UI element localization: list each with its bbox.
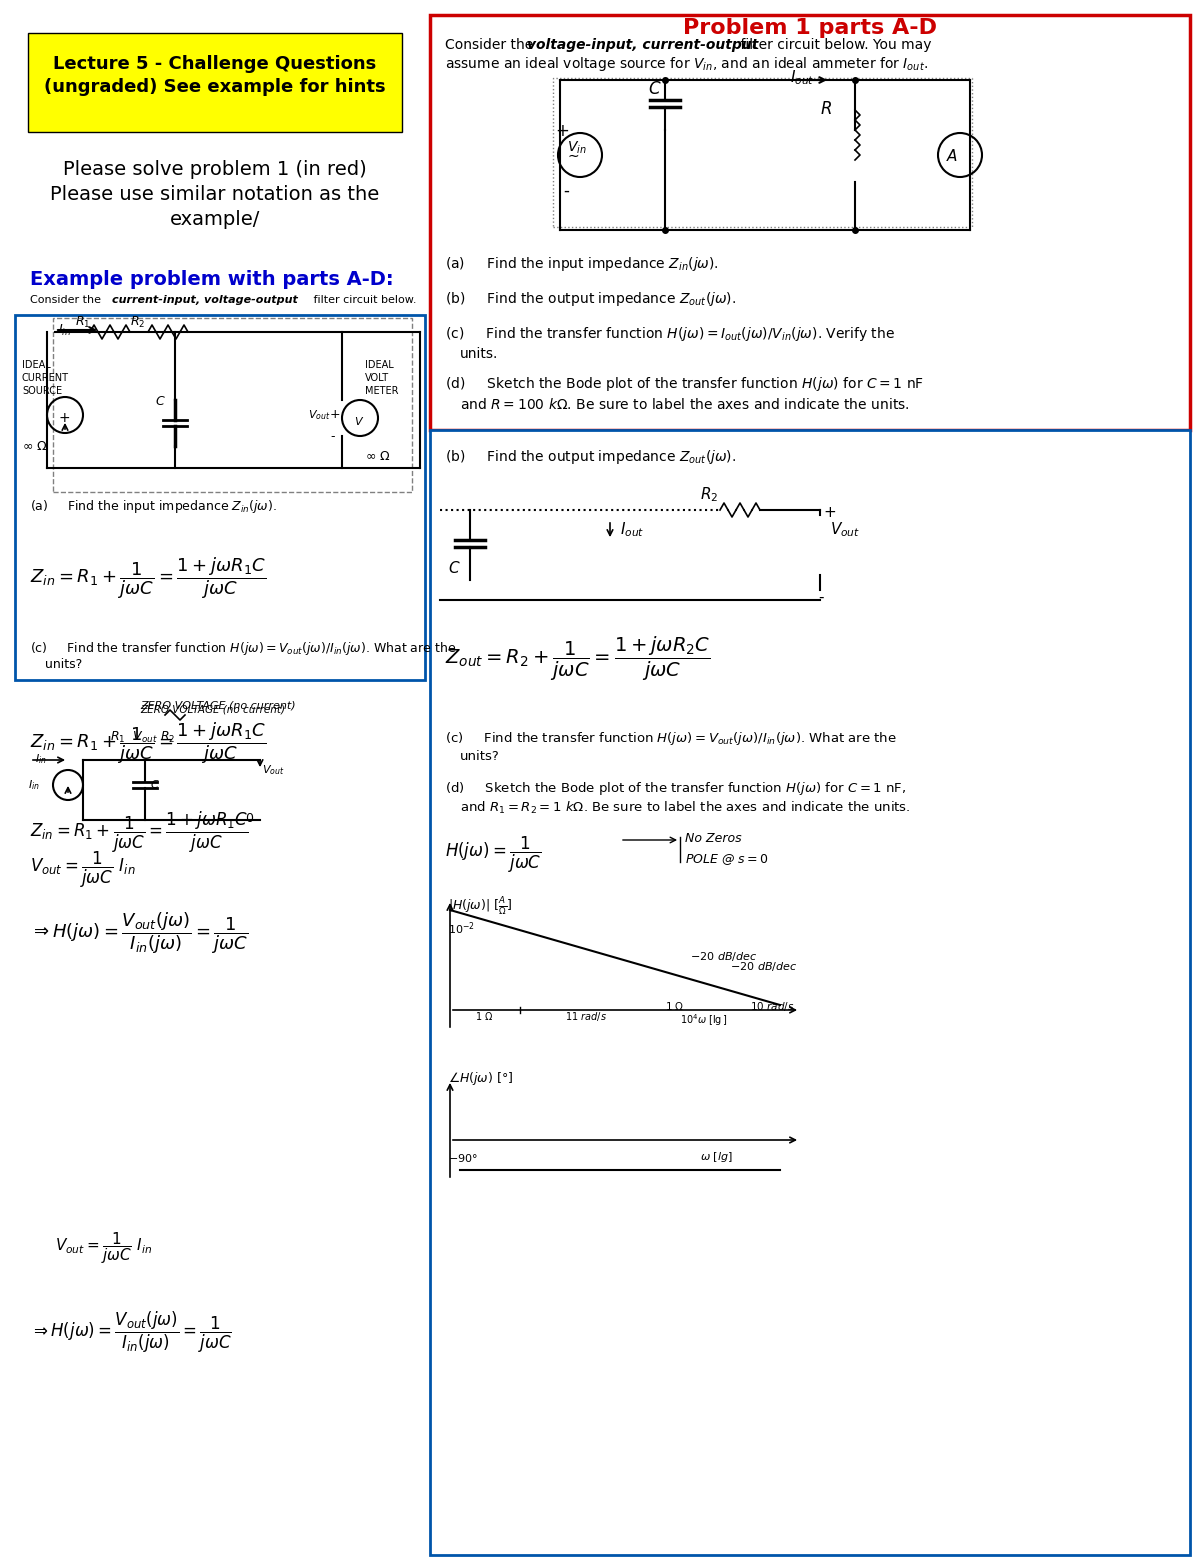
Text: $\omega\ [lg]$: $\omega\ [lg]$ [700,1150,733,1164]
Bar [430,16,1190,429]
Text: (c)     Find the transfer function $H(j\omega) = I_{out}(j\omega) / V_{in}(j\ome: (c) Find the transfer function $H(j\omeg… [445,324,895,343]
Text: filter circuit below. You may: filter circuit below. You may [736,38,931,52]
Text: $C$: $C$ [155,395,166,407]
Text: Consider the: Consider the [445,38,538,52]
Text: $-90°$: $-90°$ [448,1152,478,1164]
Text: $V_{in}$: $V_{in}$ [568,139,587,157]
Text: VOLT: VOLT [365,373,389,382]
Text: $R_2$: $R_2$ [130,315,145,331]
Text: example/: example/ [170,210,260,229]
Text: $R_2$: $R_2$ [700,486,719,503]
Text: and $R_1 = R_2 = 1\ k\Omega$. Be sure to label the axes and indicate the units.: and $R_1 = R_2 = 1\ k\Omega$. Be sure to… [460,801,911,816]
Text: +: + [823,505,835,520]
Text: $V_{out} = \dfrac{1}{j\omega C}\ I_{in}$: $V_{out} = \dfrac{1}{j\omega C}\ I_{in}$ [55,1230,152,1266]
Text: (b)     Find the output impedance $Z_{out}(j\omega)$.: (b) Find the output impedance $Z_{out}(j… [445,448,737,465]
Text: $R_1\ \ V_{out}\ R_2$: $R_1\ \ V_{out}\ R_2$ [110,730,175,744]
Text: $Z_{in} = R_1 + \dfrac{1}{j\omega C} = \dfrac{1 + j\omega R_1 C}{j\omega C}$: $Z_{in} = R_1 + \dfrac{1}{j\omega C} = \… [30,810,248,856]
Text: $\Rightarrow H(j\omega) = \dfrac{V_{out}(j\omega)}{I_{in}(j\omega)} = \dfrac{1}{: $\Rightarrow H(j\omega) = \dfrac{V_{out}… [30,910,248,956]
Text: METER: METER [365,385,398,396]
Text: (a)     Find the input impedance $Z_{in}(j\omega)$.: (a) Find the input impedance $Z_{in}(j\o… [445,255,719,273]
Text: -: - [330,429,335,443]
Text: (b)     Find the output impedance $Z_{out}(j\omega)$.: (b) Find the output impedance $Z_{out}(j… [445,290,737,309]
Text: $H(j\omega) = \dfrac{1}{j\omega C}$: $H(j\omega) = \dfrac{1}{j\omega C}$ [445,835,541,876]
Text: +: + [330,407,341,422]
Text: Please solve problem 1 (in red): Please solve problem 1 (in red) [64,160,367,179]
Text: SOURCE: SOURCE [22,385,62,396]
Text: $V_{out}$: $V_{out}$ [830,520,860,539]
Text: Lecture 5 - Challenge Questions: Lecture 5 - Challenge Questions [53,55,377,74]
Text: (c)     Find the transfer function $H(j\omega) = V_{out}(j\omega) / I_{in}(j\ome: (c) Find the transfer function $H(j\omeg… [30,639,456,657]
Text: $|H(j\omega)|$ [$\frac{A}{\Omega}$]: $|H(j\omega)|$ [$\frac{A}{\Omega}$] [448,895,512,917]
Text: $V_{out}$: $V_{out}$ [308,407,330,422]
Text: CURRENT: CURRENT [22,373,70,382]
Text: $11\ rad/s$: $11\ rad/s$ [565,1011,607,1023]
Text: ZERO VOLTAGE (no current): ZERO VOLTAGE (no current) [140,705,286,715]
Text: $10^{4} \omega$ [$\lg$]: $10^{4} \omega$ [$\lg$] [680,1012,727,1028]
Text: units?: units? [460,751,499,763]
Text: -: - [818,591,823,605]
Text: $V$: $V$ [354,415,364,426]
Text: (c)     Find the transfer function $H(j\omega) = V_{out}(j\omega) / I_{in}(j\ome: (c) Find the transfer function $H(j\omeg… [445,730,896,747]
Text: $1\ \Omega$: $1\ \Omega$ [475,1011,493,1022]
Text: (d)     Sketch the Bode plot of the transfer function $H(j\omega)$ for $C = 1$ n: (d) Sketch the Bode plot of the transfer… [445,780,906,798]
Text: $I_{in}$: $I_{in}$ [28,777,40,791]
Bar [430,429,1190,1554]
Text: ZERO VOLTAGE (no current): ZERO VOLTAGE (no current) [140,700,295,710]
Text: $10\ rad/s$: $10\ rad/s$ [750,1000,794,1012]
Text: filter circuit below.: filter circuit below. [310,295,416,306]
Text: Problem 1 parts A-D: Problem 1 parts A-D [683,17,937,38]
FancyBboxPatch shape [28,33,402,132]
Text: +: + [58,411,70,425]
Text: and $R = 100\ k\Omega$. Be sure to label the axes and indicate the units.: and $R = 100\ k\Omega$. Be sure to label… [460,396,910,412]
Text: $I_{in}$: $I_{in}$ [58,323,71,338]
Text: assume an ideal voltage source for $V_{in}$, and an ideal ammeter for $I_{out}$.: assume an ideal voltage source for $V_{i… [445,55,928,74]
Text: units?: units? [46,658,83,671]
Text: POLE @ $s = 0$: POLE @ $s = 0$ [685,852,769,867]
Text: $Z_{in} = R_1 + \dfrac{1}{j\omega C} = \dfrac{1 + j\omega R_1 C}{j\omega C}$: $Z_{in} = R_1 + \dfrac{1}{j\omega C} = \… [30,719,266,766]
FancyBboxPatch shape [553,78,972,227]
Text: 0: 0 [245,812,253,824]
Text: -: - [563,182,569,201]
Text: (a)     Find the input impedance $Z_{in}(j\omega)$.: (a) Find the input impedance $Z_{in}(j\o… [30,498,277,516]
Text: $C$: $C$ [448,559,461,577]
Text: $I_{in}$: $I_{in}$ [35,752,47,766]
Text: $C$: $C$ [150,777,160,790]
Text: $R_1$: $R_1$ [74,315,90,331]
Text: $\sim$: $\sim$ [564,147,580,161]
Text: IDEAL: IDEAL [22,360,50,370]
Text: current-input, voltage-output: current-input, voltage-output [112,295,298,306]
Text: $-20\ dB/dec$: $-20\ dB/dec$ [730,961,798,973]
FancyBboxPatch shape [53,318,412,492]
Text: voltage-input, current-output: voltage-input, current-output [527,38,758,52]
Text: $-20\ dB/dec$: $-20\ dB/dec$ [690,950,757,964]
Text: units.: units. [460,346,498,360]
Text: $\angle H(j\omega)\ [°]$: $\angle H(j\omega)\ [°]$ [448,1070,514,1087]
Text: IDEAL: IDEAL [365,360,394,370]
Text: Consider the: Consider the [30,295,104,306]
Bar [14,315,425,680]
Text: $R$: $R$ [820,100,832,118]
Text: (ungraded) See example for hints: (ungraded) See example for hints [44,78,386,96]
Text: $V_{out}$: $V_{out}$ [262,763,284,777]
Text: $I_{out}$: $I_{out}$ [620,520,644,539]
Text: Please use similar notation as the: Please use similar notation as the [50,185,379,204]
Text: $A$: $A$ [946,147,958,165]
Text: $Z_{out} = R_2 + \dfrac{1}{j\omega C} = \dfrac{1 + j\omega R_2 C}{j\omega C}$: $Z_{out} = R_2 + \dfrac{1}{j\omega C} = … [445,635,710,683]
Text: Example problem with parts A-D:: Example problem with parts A-D: [30,270,394,288]
Text: (d)     Sketch the Bode plot of the transfer function $H(j\omega)$ for $C = 1$ n: (d) Sketch the Bode plot of the transfer… [445,375,924,393]
Text: $C$: $C$ [648,80,661,99]
Text: $V_{out} = \dfrac{1}{j\omega C}\ I_{in}$: $V_{out} = \dfrac{1}{j\omega C}\ I_{in}$ [30,849,136,890]
Text: $I_{out}$: $I_{out}$ [790,67,815,86]
Text: $\infty\ \Omega$: $\infty\ \Omega$ [22,440,48,453]
Text: $1\ \Omega$: $1\ \Omega$ [665,1000,684,1012]
Text: $10^{-2}$: $10^{-2}$ [448,920,475,937]
Text: $\infty\ \Omega$: $\infty\ \Omega$ [365,450,390,462]
Text: +: + [554,122,569,139]
Text: No Zeros: No Zeros [685,832,742,845]
Text: $Z_{in} = R_1 + \dfrac{1}{j\omega C} = \dfrac{1 + j\omega R_1 C}{j\omega C}$: $Z_{in} = R_1 + \dfrac{1}{j\omega C} = \… [30,555,266,600]
Text: $\Rightarrow H(j\omega) = \dfrac{V_{out}(j\omega)}{I_{in}(j\omega)} = \dfrac{1}{: $\Rightarrow H(j\omega) = \dfrac{V_{out}… [30,1310,232,1355]
